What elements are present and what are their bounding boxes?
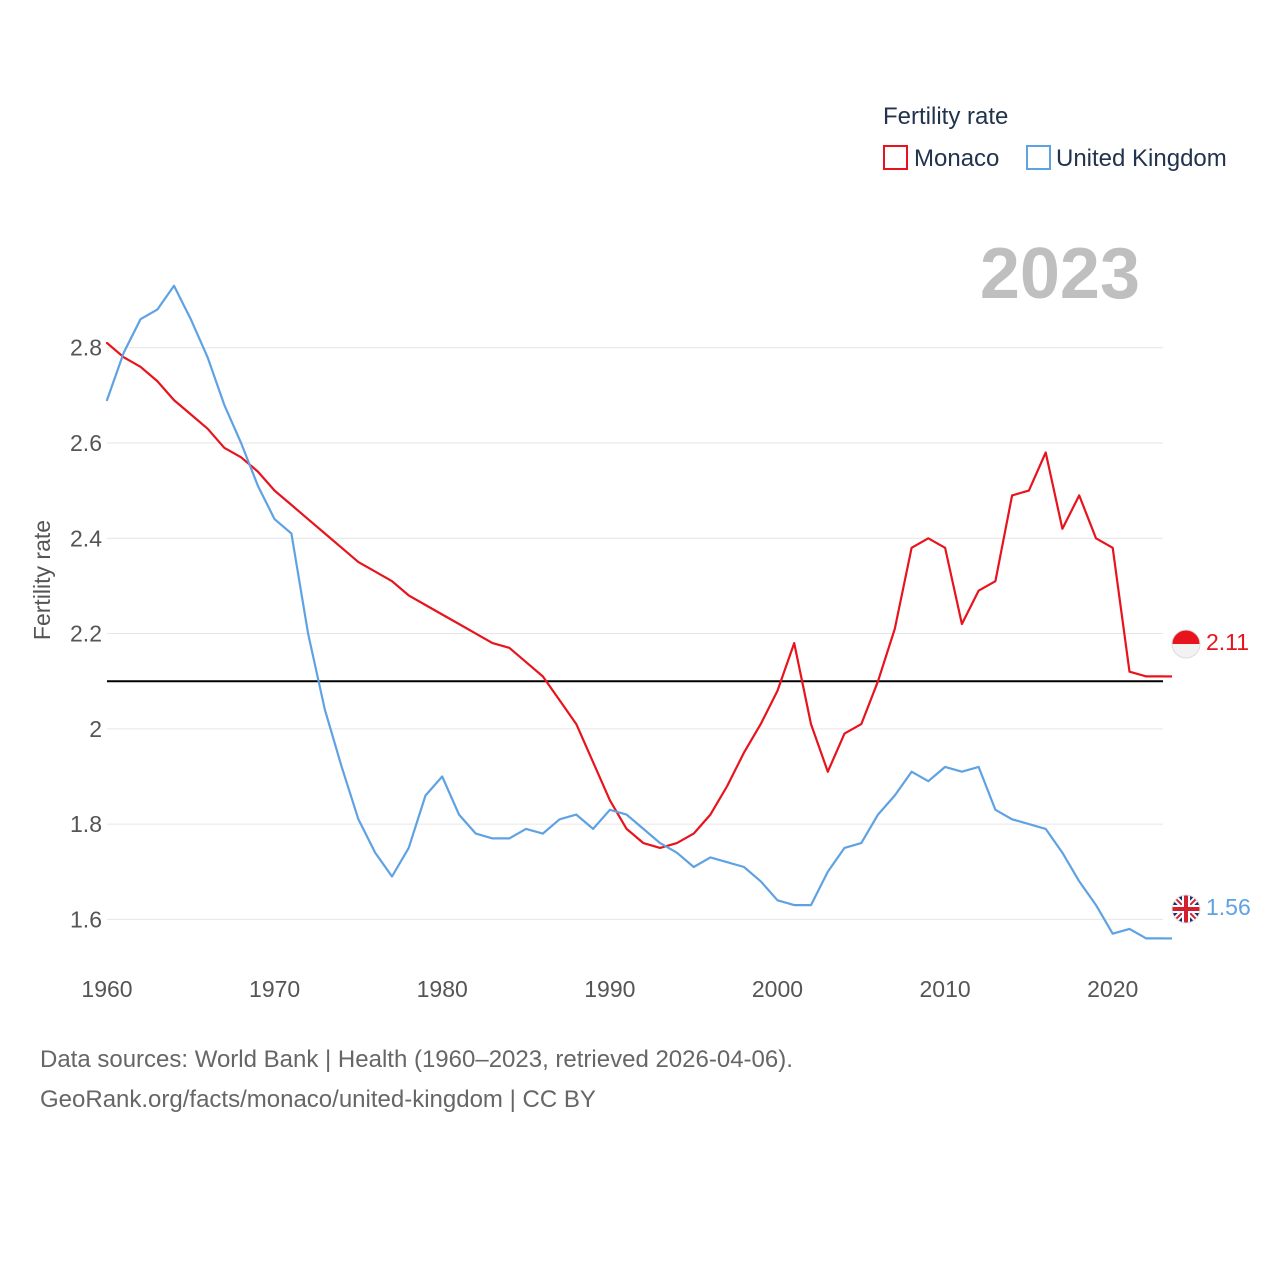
x-tick-label: 1970 [249,976,300,1002]
legend-swatch-united-kingdom [1026,145,1051,170]
x-tick-label: 2000 [752,976,803,1002]
y-tick-label: 2.4 [70,525,102,551]
y-axis-title: Fertility rate [29,520,55,640]
y-tick-label: 2.8 [70,335,102,361]
monaco-flag-icon [1171,629,1201,659]
x-tick-label: 2010 [920,976,971,1002]
legend-swatch-monaco [883,145,908,170]
y-tick-label: 1.8 [70,811,102,837]
end-value-united-kingdom: 1.56 [1206,894,1251,920]
x-tick-label: 1990 [584,976,635,1002]
x-tick-label: 1980 [417,976,468,1002]
legend-label-united-kingdom: United Kingdom [1056,145,1227,172]
source-line-2: GeoRank.org/facts/monaco/united-kingdom … [40,1086,596,1113]
fertility-rate-chart: Fertility rate Monaco United Kingdom 202… [29,103,1251,1002]
x-tick-label: 1960 [81,976,132,1002]
y-tick-label: 2.2 [70,621,102,647]
legend-title: Fertility rate [883,103,1008,130]
x-tick-label: 2020 [1087,976,1138,1002]
y-tick-label: 2.6 [70,430,102,456]
y-tick-label: 2 [89,716,102,742]
end-value-monaco: 2.11 [1206,629,1249,655]
y-tick-label: 1.6 [70,906,102,932]
uk-flag-icon [1171,894,1201,924]
year-label: 2023 [980,234,1140,314]
legend-item-united-kingdom[interactable]: United Kingdom [1026,145,1227,172]
legend-item-monaco[interactable]: Monaco [883,145,999,172]
series-line-monaco [105,341,1165,850]
legend-label-monaco: Monaco [914,145,999,172]
series-line-united-kingdom [105,284,1165,940]
source-line-1: Data sources: World Bank | Health (1960–… [40,1046,793,1073]
